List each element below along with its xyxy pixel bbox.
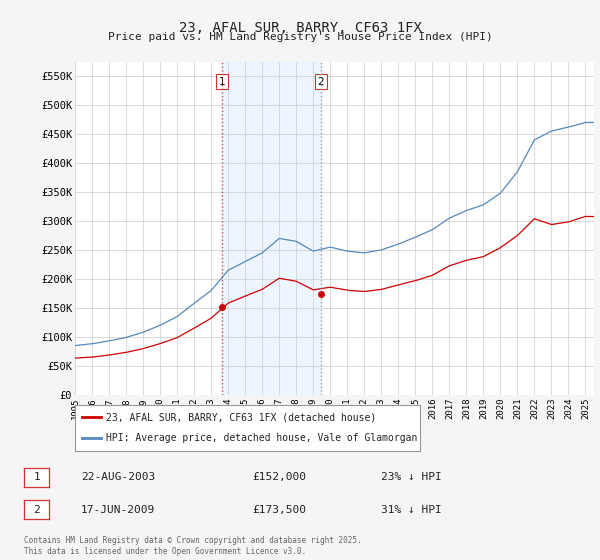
Text: Contains HM Land Registry data © Crown copyright and database right 2025.
This d: Contains HM Land Registry data © Crown c… — [24, 536, 362, 556]
Text: 1: 1 — [33, 472, 40, 482]
Text: 2: 2 — [33, 505, 40, 515]
Text: 23, AFAL SUR, BARRY, CF63 1FX (detached house): 23, AFAL SUR, BARRY, CF63 1FX (detached … — [106, 412, 376, 422]
Text: 23% ↓ HPI: 23% ↓ HPI — [381, 472, 442, 482]
Bar — [222, 62, 321, 395]
Text: 17-JUN-2009: 17-JUN-2009 — [81, 505, 155, 515]
Text: 1: 1 — [219, 77, 226, 87]
Text: 23, AFAL SUR, BARRY, CF63 1FX: 23, AFAL SUR, BARRY, CF63 1FX — [179, 21, 421, 35]
Text: £152,000: £152,000 — [252, 472, 306, 482]
Text: 2: 2 — [318, 77, 325, 87]
Text: 22-AUG-2003: 22-AUG-2003 — [81, 472, 155, 482]
Text: HPI: Average price, detached house, Vale of Glamorgan: HPI: Average price, detached house, Vale… — [106, 433, 418, 443]
Text: Price paid vs. HM Land Registry's House Price Index (HPI): Price paid vs. HM Land Registry's House … — [107, 32, 493, 43]
Text: £173,500: £173,500 — [252, 505, 306, 515]
Text: 31% ↓ HPI: 31% ↓ HPI — [381, 505, 442, 515]
